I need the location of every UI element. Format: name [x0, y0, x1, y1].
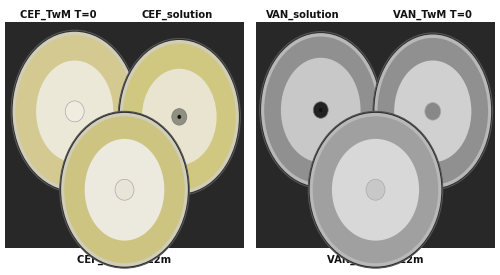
- Ellipse shape: [319, 108, 322, 112]
- Ellipse shape: [123, 43, 236, 190]
- Ellipse shape: [281, 58, 360, 162]
- Ellipse shape: [84, 139, 164, 241]
- Ellipse shape: [118, 39, 240, 195]
- Text: VAN_solution: VAN_solution: [266, 10, 340, 20]
- Ellipse shape: [264, 37, 377, 183]
- Text: CEF_TwM T=0: CEF_TwM T=0: [20, 10, 96, 20]
- Ellipse shape: [261, 33, 380, 187]
- Ellipse shape: [172, 109, 187, 125]
- Ellipse shape: [12, 32, 137, 191]
- Ellipse shape: [60, 111, 189, 268]
- Bar: [5, 22, 244, 248]
- Ellipse shape: [260, 32, 382, 188]
- Ellipse shape: [65, 101, 84, 122]
- Ellipse shape: [115, 179, 134, 200]
- Bar: [256, 22, 495, 248]
- Ellipse shape: [308, 111, 442, 268]
- Ellipse shape: [120, 40, 239, 194]
- Ellipse shape: [178, 115, 181, 119]
- Ellipse shape: [373, 33, 492, 190]
- Text: CEF_TwM T=12m: CEF_TwM T=12m: [78, 254, 172, 265]
- Text: CEF_solution: CEF_solution: [142, 10, 213, 20]
- Ellipse shape: [310, 113, 442, 267]
- Ellipse shape: [142, 69, 216, 165]
- Ellipse shape: [374, 34, 491, 188]
- Ellipse shape: [61, 113, 188, 267]
- Ellipse shape: [64, 116, 185, 263]
- Ellipse shape: [425, 103, 440, 120]
- Text: VAN_TwM T=12m: VAN_TwM T=12m: [327, 254, 424, 265]
- Text: VAN_TwM T=0: VAN_TwM T=0: [393, 10, 472, 20]
- Ellipse shape: [332, 139, 419, 241]
- Ellipse shape: [11, 30, 138, 192]
- Ellipse shape: [366, 179, 385, 200]
- Ellipse shape: [36, 60, 114, 162]
- Ellipse shape: [394, 60, 471, 162]
- Ellipse shape: [378, 38, 488, 185]
- Ellipse shape: [313, 116, 438, 263]
- Ellipse shape: [16, 35, 134, 188]
- Ellipse shape: [313, 102, 328, 118]
